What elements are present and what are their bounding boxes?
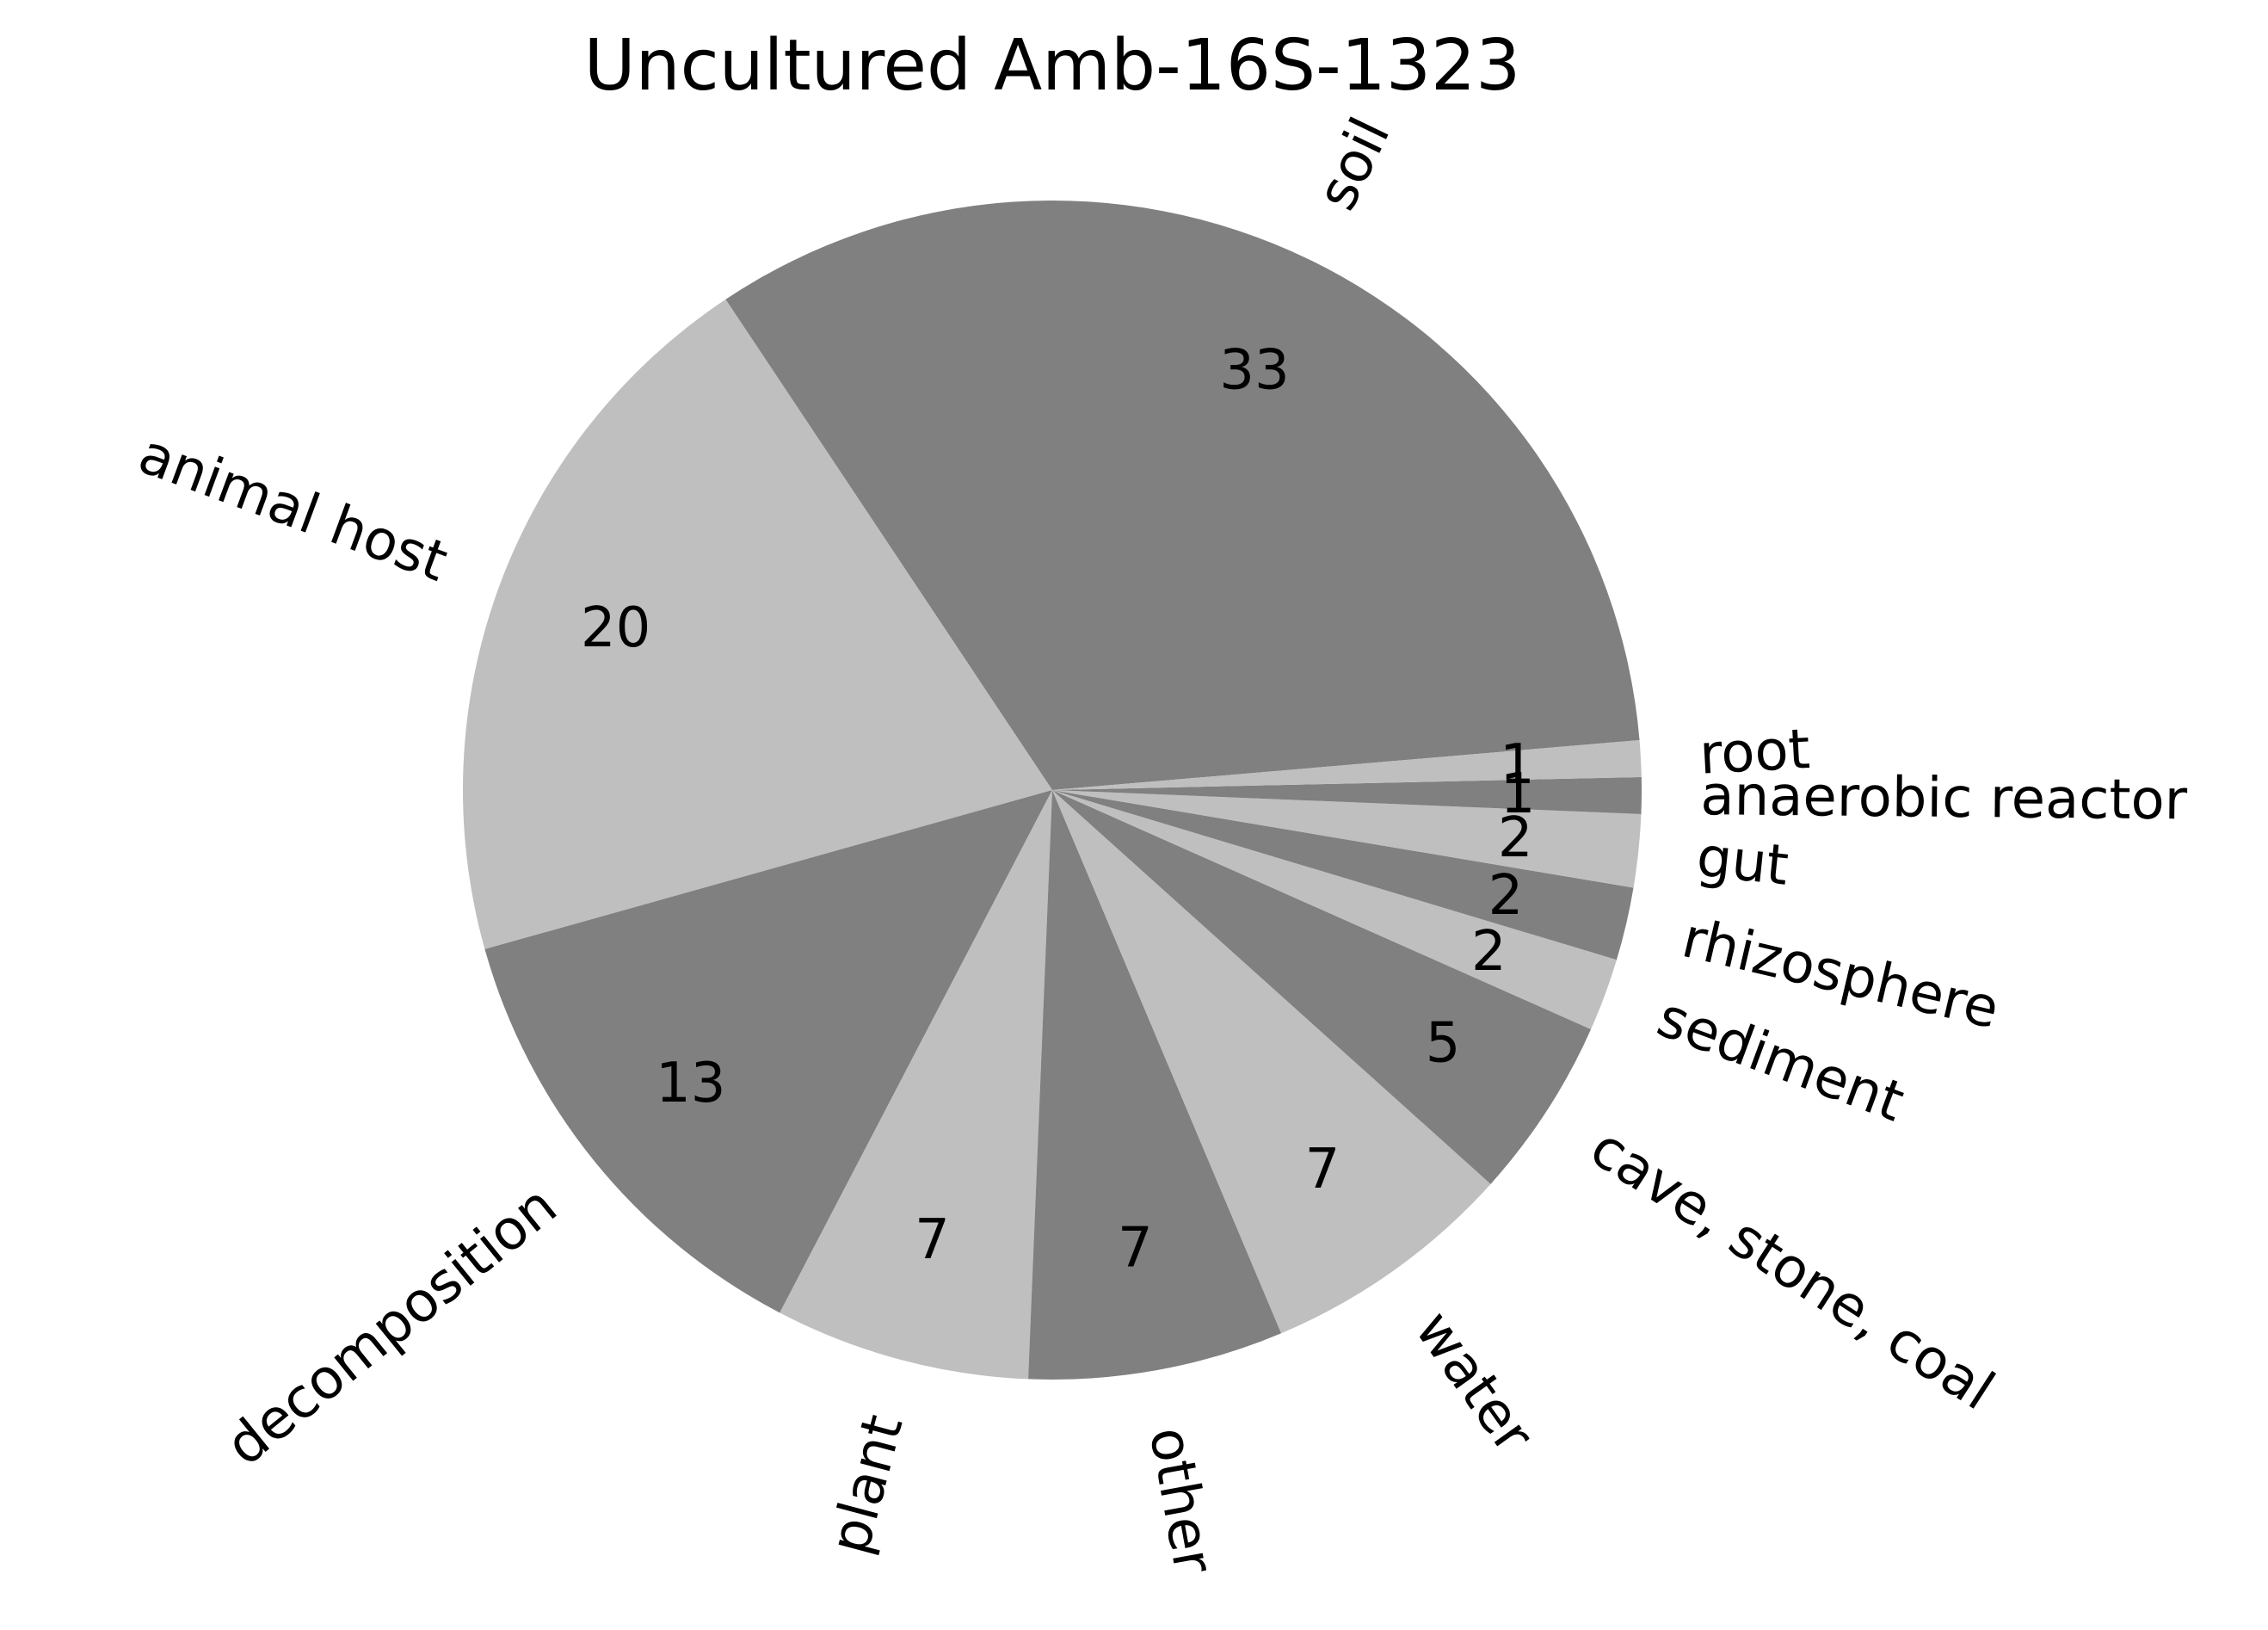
value-label-root: 1 [1500,733,1535,797]
value-label-water: 7 [1305,1138,1340,1201]
value-label-gut: 2 [1498,806,1533,870]
value-label-other: 7 [1118,1216,1153,1280]
value-label-decomposition: 13 [656,1052,725,1115]
category-label-cave-stone-coal: cave, stone, coal [1579,1116,2005,1423]
pie-slice-rhizosphere [1052,790,1634,960]
value-label-plant: 7 [915,1208,950,1272]
pie-slice-cave-stone-coal [1052,790,1592,1184]
category-label-gut: gut [1694,825,1791,898]
category-label-water: water [1402,1300,1545,1465]
value-label-rhizosphere: 2 [1488,864,1524,928]
category-label-other: other [1137,1423,1225,1579]
pie-slice-root [1052,739,1642,790]
category-label-decomposition: decomposition [215,1174,570,1479]
category-label-soil: soil [1305,108,1403,219]
pie-slice-sediment [1052,790,1617,1029]
pie-slice-water [1052,790,1491,1334]
value-label-cave-stone-coal: 5 [1426,1011,1461,1075]
pie-slice-decomposition [484,790,1052,1313]
value-label-soil: 33 [1219,339,1289,403]
value-label-anaerobic-reactor: 1 [1501,763,1536,826]
category-label-root: root [1698,718,1811,787]
chart-title: Uncultured Amb-16S-1323 [583,25,1521,107]
pie-slice-soil [725,201,1640,790]
category-label-plant: plant [818,1408,916,1560]
pie-slice-other [1028,790,1282,1380]
category-label-anaerobic-reactor: anaerobic reactor [1700,764,2188,832]
pie-slice-anaerobic-reactor [1052,776,1642,814]
pie-slice-animal-host [463,299,1052,949]
category-label-animal-host: animal host [131,423,456,595]
value-label-sediment: 2 [1471,920,1507,984]
pie-slice-gut [1052,790,1642,888]
pie-slice-plant [780,790,1052,1380]
value-label-animal-host: 20 [581,596,650,660]
